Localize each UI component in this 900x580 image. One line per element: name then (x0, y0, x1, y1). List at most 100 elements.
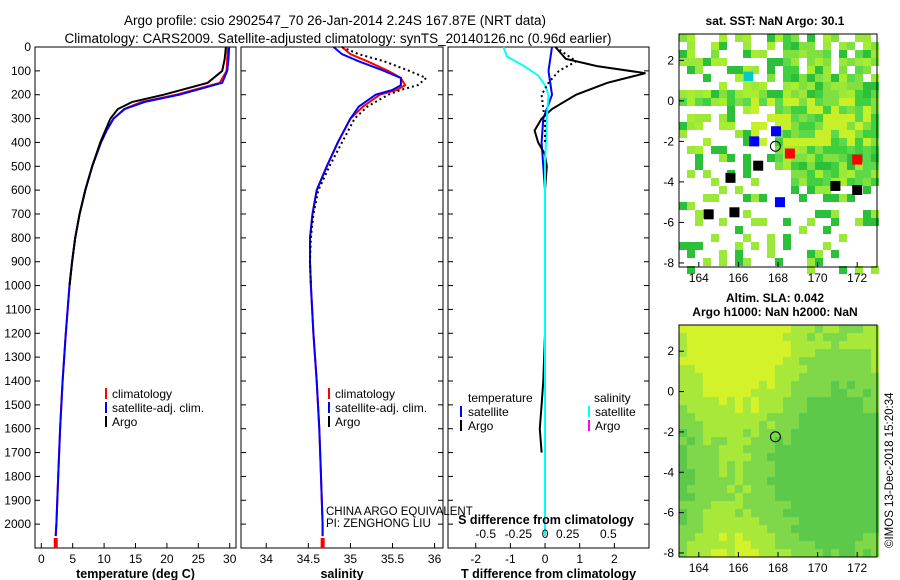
map-cell (759, 525, 767, 533)
map-cell (823, 325, 831, 333)
map-cell (799, 154, 807, 162)
map-cell (823, 58, 831, 66)
map-cell (735, 242, 743, 250)
map-cell (863, 146, 871, 154)
map-cell (799, 130, 807, 138)
map-cell (823, 98, 831, 106)
y-tick-label: 1500 (4, 398, 31, 412)
map-cell (815, 445, 823, 453)
map-cell (695, 381, 703, 389)
map-cell (791, 477, 799, 485)
map-cell (839, 541, 847, 549)
map-cell (687, 445, 695, 453)
map-cell (783, 397, 791, 405)
y-tick-label: 1300 (4, 350, 31, 364)
map-cell (711, 365, 719, 373)
map-cell (735, 445, 743, 453)
map-cell (679, 477, 687, 485)
map-cell (839, 325, 847, 333)
legend-swatch (328, 402, 330, 413)
map-cell (839, 469, 847, 477)
map-cell (695, 218, 703, 226)
map-cell (855, 170, 863, 178)
map-cell (847, 525, 855, 533)
map-cell (799, 453, 807, 461)
y-tick-label: 200 (11, 88, 31, 102)
map-cell (735, 357, 743, 365)
map-cell (743, 365, 751, 373)
map-cell (871, 154, 879, 162)
map-cell (743, 469, 751, 477)
map-cell (783, 477, 791, 485)
map-cell (759, 469, 767, 477)
map-cell (743, 429, 751, 437)
map-cell (735, 90, 743, 98)
map-cell (847, 541, 855, 549)
top-tick-label: -0.5 (475, 527, 496, 541)
map-cell (719, 186, 727, 194)
legend-label: satellite-adj. clim. (112, 401, 204, 415)
map-cell (687, 389, 695, 397)
map-cell (743, 525, 751, 533)
map-cell (807, 509, 815, 517)
map-cell (863, 90, 871, 98)
map-cell (719, 250, 727, 258)
map-cell (823, 194, 831, 202)
map-cell (815, 341, 823, 349)
map-cell (807, 525, 815, 533)
map-cell (799, 533, 807, 541)
map-cell (719, 493, 727, 501)
map-cell (855, 106, 863, 114)
map-cell (687, 533, 695, 541)
map-cell (719, 90, 727, 98)
map-cell (799, 477, 807, 485)
map-cell (807, 266, 815, 274)
map-cell (767, 429, 775, 437)
map-cell (871, 210, 879, 218)
map-cell (831, 325, 839, 333)
map-cell (807, 445, 815, 453)
map-cell (743, 194, 751, 202)
map-cell (863, 541, 871, 549)
map-cell (735, 349, 743, 357)
map-cell (815, 210, 823, 218)
plot-frame (34, 46, 237, 549)
map-cell (831, 437, 839, 445)
map-cell (855, 138, 863, 146)
map-cell (679, 58, 687, 66)
map-cell (847, 437, 855, 445)
map-cell (831, 333, 839, 341)
map-cell (703, 325, 711, 333)
map-cell (807, 341, 815, 349)
map-title: Altim. SLA: 0.042 (726, 291, 824, 305)
map-cell (735, 186, 743, 194)
map-cell (743, 437, 751, 445)
y-tick-label: -2 (663, 425, 674, 439)
map-cell (711, 549, 719, 557)
map-cell (759, 373, 767, 381)
map-cell (743, 413, 751, 421)
map-cell (767, 357, 775, 365)
legend-swatch (588, 420, 590, 431)
map-cell (695, 210, 703, 218)
map-cell (735, 437, 743, 445)
map-cell (815, 138, 823, 146)
map-cell (815, 82, 823, 90)
map-cell (863, 154, 871, 162)
map-cell (855, 381, 863, 389)
map-cell (863, 429, 871, 437)
map-cell (839, 445, 847, 453)
map-cell (767, 477, 775, 485)
y-tick-label: 1400 (4, 374, 31, 388)
map-cell (815, 122, 823, 130)
map-cell (687, 146, 695, 154)
map-cell (751, 218, 759, 226)
map-cell (687, 34, 695, 42)
map-cell (775, 325, 783, 333)
map-cell (855, 365, 863, 373)
x-tick-label: 170 (808, 561, 828, 575)
map-cell (799, 461, 807, 469)
map-cell (815, 541, 823, 549)
map-cell (711, 178, 719, 186)
map-cell (679, 365, 687, 373)
